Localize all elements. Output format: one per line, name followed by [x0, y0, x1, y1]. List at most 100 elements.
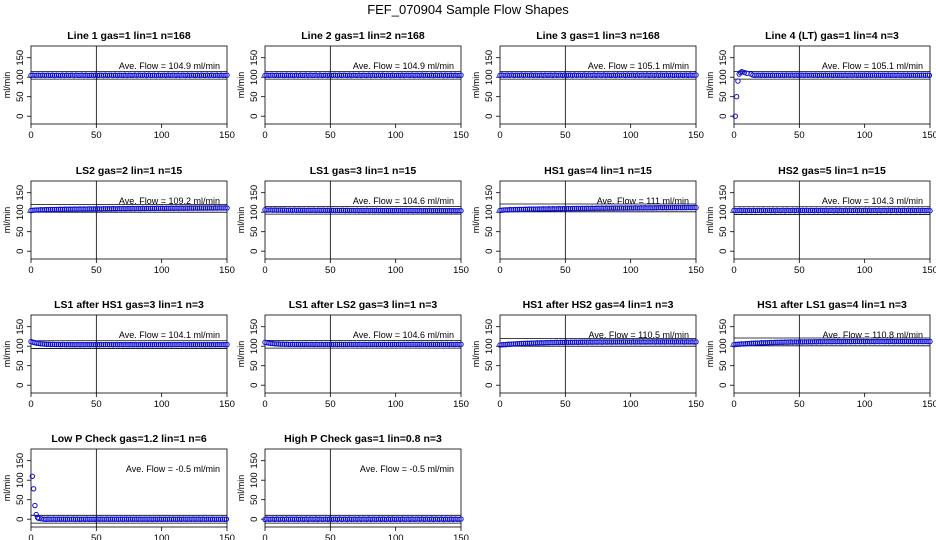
y-axis-label: ml/min: [2, 207, 12, 234]
data-point: [456, 341, 462, 348]
y-tick-label: 100: [718, 204, 729, 220]
data-point: [223, 516, 230, 522]
panel-1: Line 1 gas=1 lin=1 n=168 0 50 100 150 0 50 100 1…: [2, 30, 235, 141]
x-tick-label: 100: [388, 265, 404, 276]
panel-title: HS1 after HS2 gas=4 lin=1 n=3: [523, 299, 674, 311]
y-tick-label: 50: [249, 91, 260, 102]
average-flow-annotation: Ave. Flow = 104.6 ml/min: [353, 330, 454, 340]
x-tick-label: 50: [91, 130, 102, 141]
average-flow-annotation: Ave. Flow = 104.1 ml/min: [119, 330, 220, 340]
x-tick-label: 0: [262, 399, 267, 410]
x-tick-label: 150: [219, 399, 235, 410]
y-axis-label: ml/min: [236, 72, 246, 99]
y-tick-label: 0: [718, 383, 729, 388]
data-point: [456, 207, 462, 214]
y-tick-label: 100: [718, 338, 729, 354]
y-axis-label: ml/min: [471, 207, 481, 234]
y-tick-label: 0: [15, 249, 26, 254]
plot-frame: [499, 314, 697, 394]
x-tick-label: 50: [325, 265, 336, 276]
plot-frame: [733, 180, 931, 260]
y-tick-label: 50: [718, 91, 729, 102]
x-tick-label: 150: [922, 130, 936, 141]
x-tick-label: 150: [453, 265, 469, 276]
panel-9: LS1 after HS1 gas=3 lin=1 n=3 0 50 100 150 0 5…: [2, 299, 235, 410]
x-tick-label: 50: [325, 533, 336, 540]
data-point: [693, 72, 699, 78]
data-point: [456, 72, 462, 78]
x-tick-label: 0: [731, 130, 736, 141]
y-tick-label: 50: [15, 494, 26, 505]
y-tick-label: 150: [484, 319, 495, 335]
data-point: [221, 516, 228, 522]
y-axis-label: ml/min: [705, 72, 715, 99]
x-tick-label: 150: [453, 130, 469, 141]
x-tick-label: 100: [154, 533, 170, 540]
x-tick-label: 50: [794, 399, 805, 410]
data-point: [222, 342, 228, 348]
x-tick-label: 0: [731, 265, 736, 276]
data-point: [926, 72, 933, 79]
x-tick-label: 50: [560, 399, 571, 410]
x-tick-label: 0: [28, 533, 33, 540]
y-tick-label: 100: [484, 69, 495, 85]
data-point: [33, 511, 39, 518]
x-tick-label: 100: [857, 265, 873, 276]
data-point: [456, 516, 462, 522]
panel-title: HS1 gas=4 lin=1 n=15: [544, 165, 652, 177]
data-point: [458, 208, 464, 214]
x-tick-label: 100: [623, 130, 639, 141]
average-flow-annotation: Ave. Flow = 110.8 ml/min: [823, 330, 923, 340]
y-tick-label: 100: [249, 338, 260, 354]
panel-12: HS1 after LS1 gas=4 lin=1 n=3 0 50 100 150 0 5…: [705, 299, 936, 410]
plot-frame: [733, 45, 931, 125]
data-point: [32, 502, 38, 509]
x-tick-label: 150: [453, 533, 469, 540]
y-tick-label: 100: [15, 69, 26, 85]
x-tick-label: 50: [91, 265, 102, 276]
y-tick-label: 150: [249, 185, 260, 201]
plot-frame: [30, 45, 228, 125]
panel-8: HS2 gas=5 lin=1 n=150 50 100 150050100150ml…: [705, 165, 936, 276]
y-axis-label: ml/min: [236, 341, 246, 368]
x-tick-label: 50: [560, 265, 571, 276]
average-flow-annotation: Ave. Flow = -0.5 ml/min: [126, 464, 220, 474]
x-tick-label: 150: [922, 399, 936, 410]
x-tick-label: 150: [688, 399, 704, 410]
y-tick-label: 0: [718, 249, 729, 254]
y-tick-label: 100: [249, 472, 260, 488]
panel-11: HS1 after HS2 gas=4 lin=1 n=3 0 50 100 150 0 5…: [471, 299, 704, 410]
y-tick-label: 50: [249, 226, 260, 237]
average-flow-annotation: Ave. Flow = 105.1 ml/min: [588, 61, 689, 71]
average-flow-annotation: Ave. Flow = 109.2 ml/min: [119, 196, 220, 206]
y-tick-label: 0: [15, 517, 26, 522]
average-flow-annotation: Ave. Flow = 104.9 ml/min: [353, 61, 454, 71]
y-axis-label: ml/min: [471, 341, 481, 368]
data-point: [733, 94, 740, 100]
x-tick-label: 150: [219, 130, 235, 141]
panel-title: LS1 gas=3 lin=1 n=15: [310, 165, 417, 177]
x-tick-label: 50: [325, 399, 336, 410]
panel-title: LS2 gas=2 lin=1 n=15: [76, 165, 183, 177]
y-tick-label: 50: [718, 226, 729, 237]
y-tick-label: 50: [249, 360, 260, 371]
data-point: [222, 205, 228, 211]
panel-5: LS2 gas=2 lin=1 n=150 50 100 150050100150ml…: [2, 165, 235, 276]
y-tick-label: 150: [15, 319, 26, 335]
average-flow-annotation: Ave. Flow = 111 ml/min: [597, 196, 689, 206]
plot-frame: [264, 180, 462, 260]
y-tick-label: 0: [484, 114, 495, 119]
plot-frame: [264, 45, 462, 125]
y-tick-label: 0: [484, 383, 495, 388]
y-tick-label: 150: [484, 185, 495, 201]
data-point: [691, 204, 697, 211]
data-point: [36, 515, 42, 522]
y-tick-label: 50: [15, 360, 26, 371]
average-flow-annotation: Ave. Flow = 104.3 ml/min: [822, 196, 923, 206]
plot-frame: [264, 314, 462, 394]
plot-frame: [733, 314, 931, 394]
x-tick-label: 150: [219, 265, 235, 276]
y-tick-label: 150: [249, 453, 260, 469]
